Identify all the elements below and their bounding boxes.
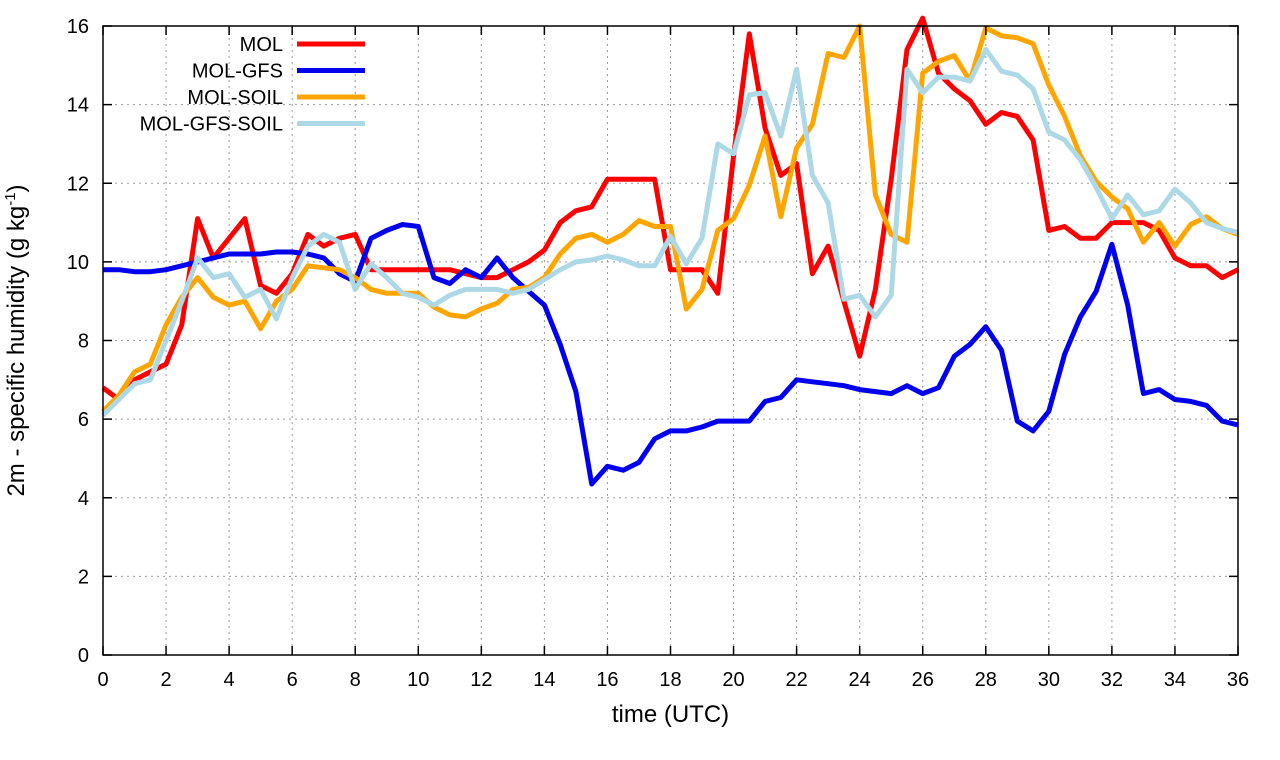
legend-label: MOL-SOIL: [187, 87, 283, 109]
x-tick-label: 24: [849, 669, 871, 691]
y-tick-label: 8: [78, 331, 89, 353]
legend-label: MOL-GFS-SOIL: [140, 114, 283, 136]
y-tick-label: 14: [67, 95, 89, 117]
x-tick-label: 28: [975, 669, 997, 691]
y-tick-label: 6: [78, 409, 89, 431]
x-tick-label: 8: [350, 669, 361, 691]
y-axis-label-main: 2m - specific humidity (g kg: [3, 206, 30, 497]
y-tick-label: 2: [78, 566, 89, 588]
x-tick-label: 30: [1038, 669, 1060, 691]
legend: MOL MOL-GFS MOL-SOIL MOL-GFS-SOIL: [140, 34, 365, 136]
y-tick-label: 10: [67, 252, 89, 274]
y-tick-label: 4: [78, 488, 89, 510]
x-tick-label: 6: [287, 669, 298, 691]
legend-label: MOL-GFS: [192, 61, 283, 83]
x-axis-label: time (UTC): [612, 701, 729, 728]
x-tick-label: 20: [722, 669, 744, 691]
x-tick-label: 22: [785, 669, 807, 691]
x-tick-label: 12: [470, 669, 492, 691]
series-line-mol-gfs: [103, 222, 1239, 487]
y-axis-label: 2m - specific humidity (g kg-1): [2, 184, 30, 496]
x-tick-label: 36: [1227, 669, 1249, 691]
x-tick-label: 14: [533, 669, 555, 691]
series-line-mol-gfs-soil: [101, 47, 1239, 417]
x-tick-label: 26: [912, 669, 934, 691]
series-lines: [101, 15, 1240, 487]
x-tick-label: 32: [1101, 669, 1123, 691]
series-line-mol-soil: [101, 23, 1239, 414]
y-tick-label: 16: [67, 16, 89, 38]
x-tick-label: 10: [407, 669, 429, 691]
x-tick-label: 4: [224, 669, 235, 691]
y-axis-label-close: ): [3, 184, 30, 192]
x-axis-ticks: 0 2 4 6 8 10 12 14 16 18 20 22 24 26 28 30 32 34 36: [97, 26, 1249, 691]
y-axis-label-superscript: -1: [2, 192, 19, 205]
x-tick-label: 16: [596, 669, 618, 691]
x-tick-label: 34: [1164, 669, 1186, 691]
x-tick-label: 2: [160, 669, 171, 691]
x-tick-label: 0: [97, 669, 108, 691]
y-axis-ticks: 0 2 4 6 8 10 12 14 16: [67, 16, 1238, 667]
x-tick-label: 18: [659, 669, 681, 691]
y-tick-label: 0: [78, 645, 89, 667]
y-tick-label: 12: [67, 173, 89, 195]
legend-label: MOL: [240, 34, 283, 56]
